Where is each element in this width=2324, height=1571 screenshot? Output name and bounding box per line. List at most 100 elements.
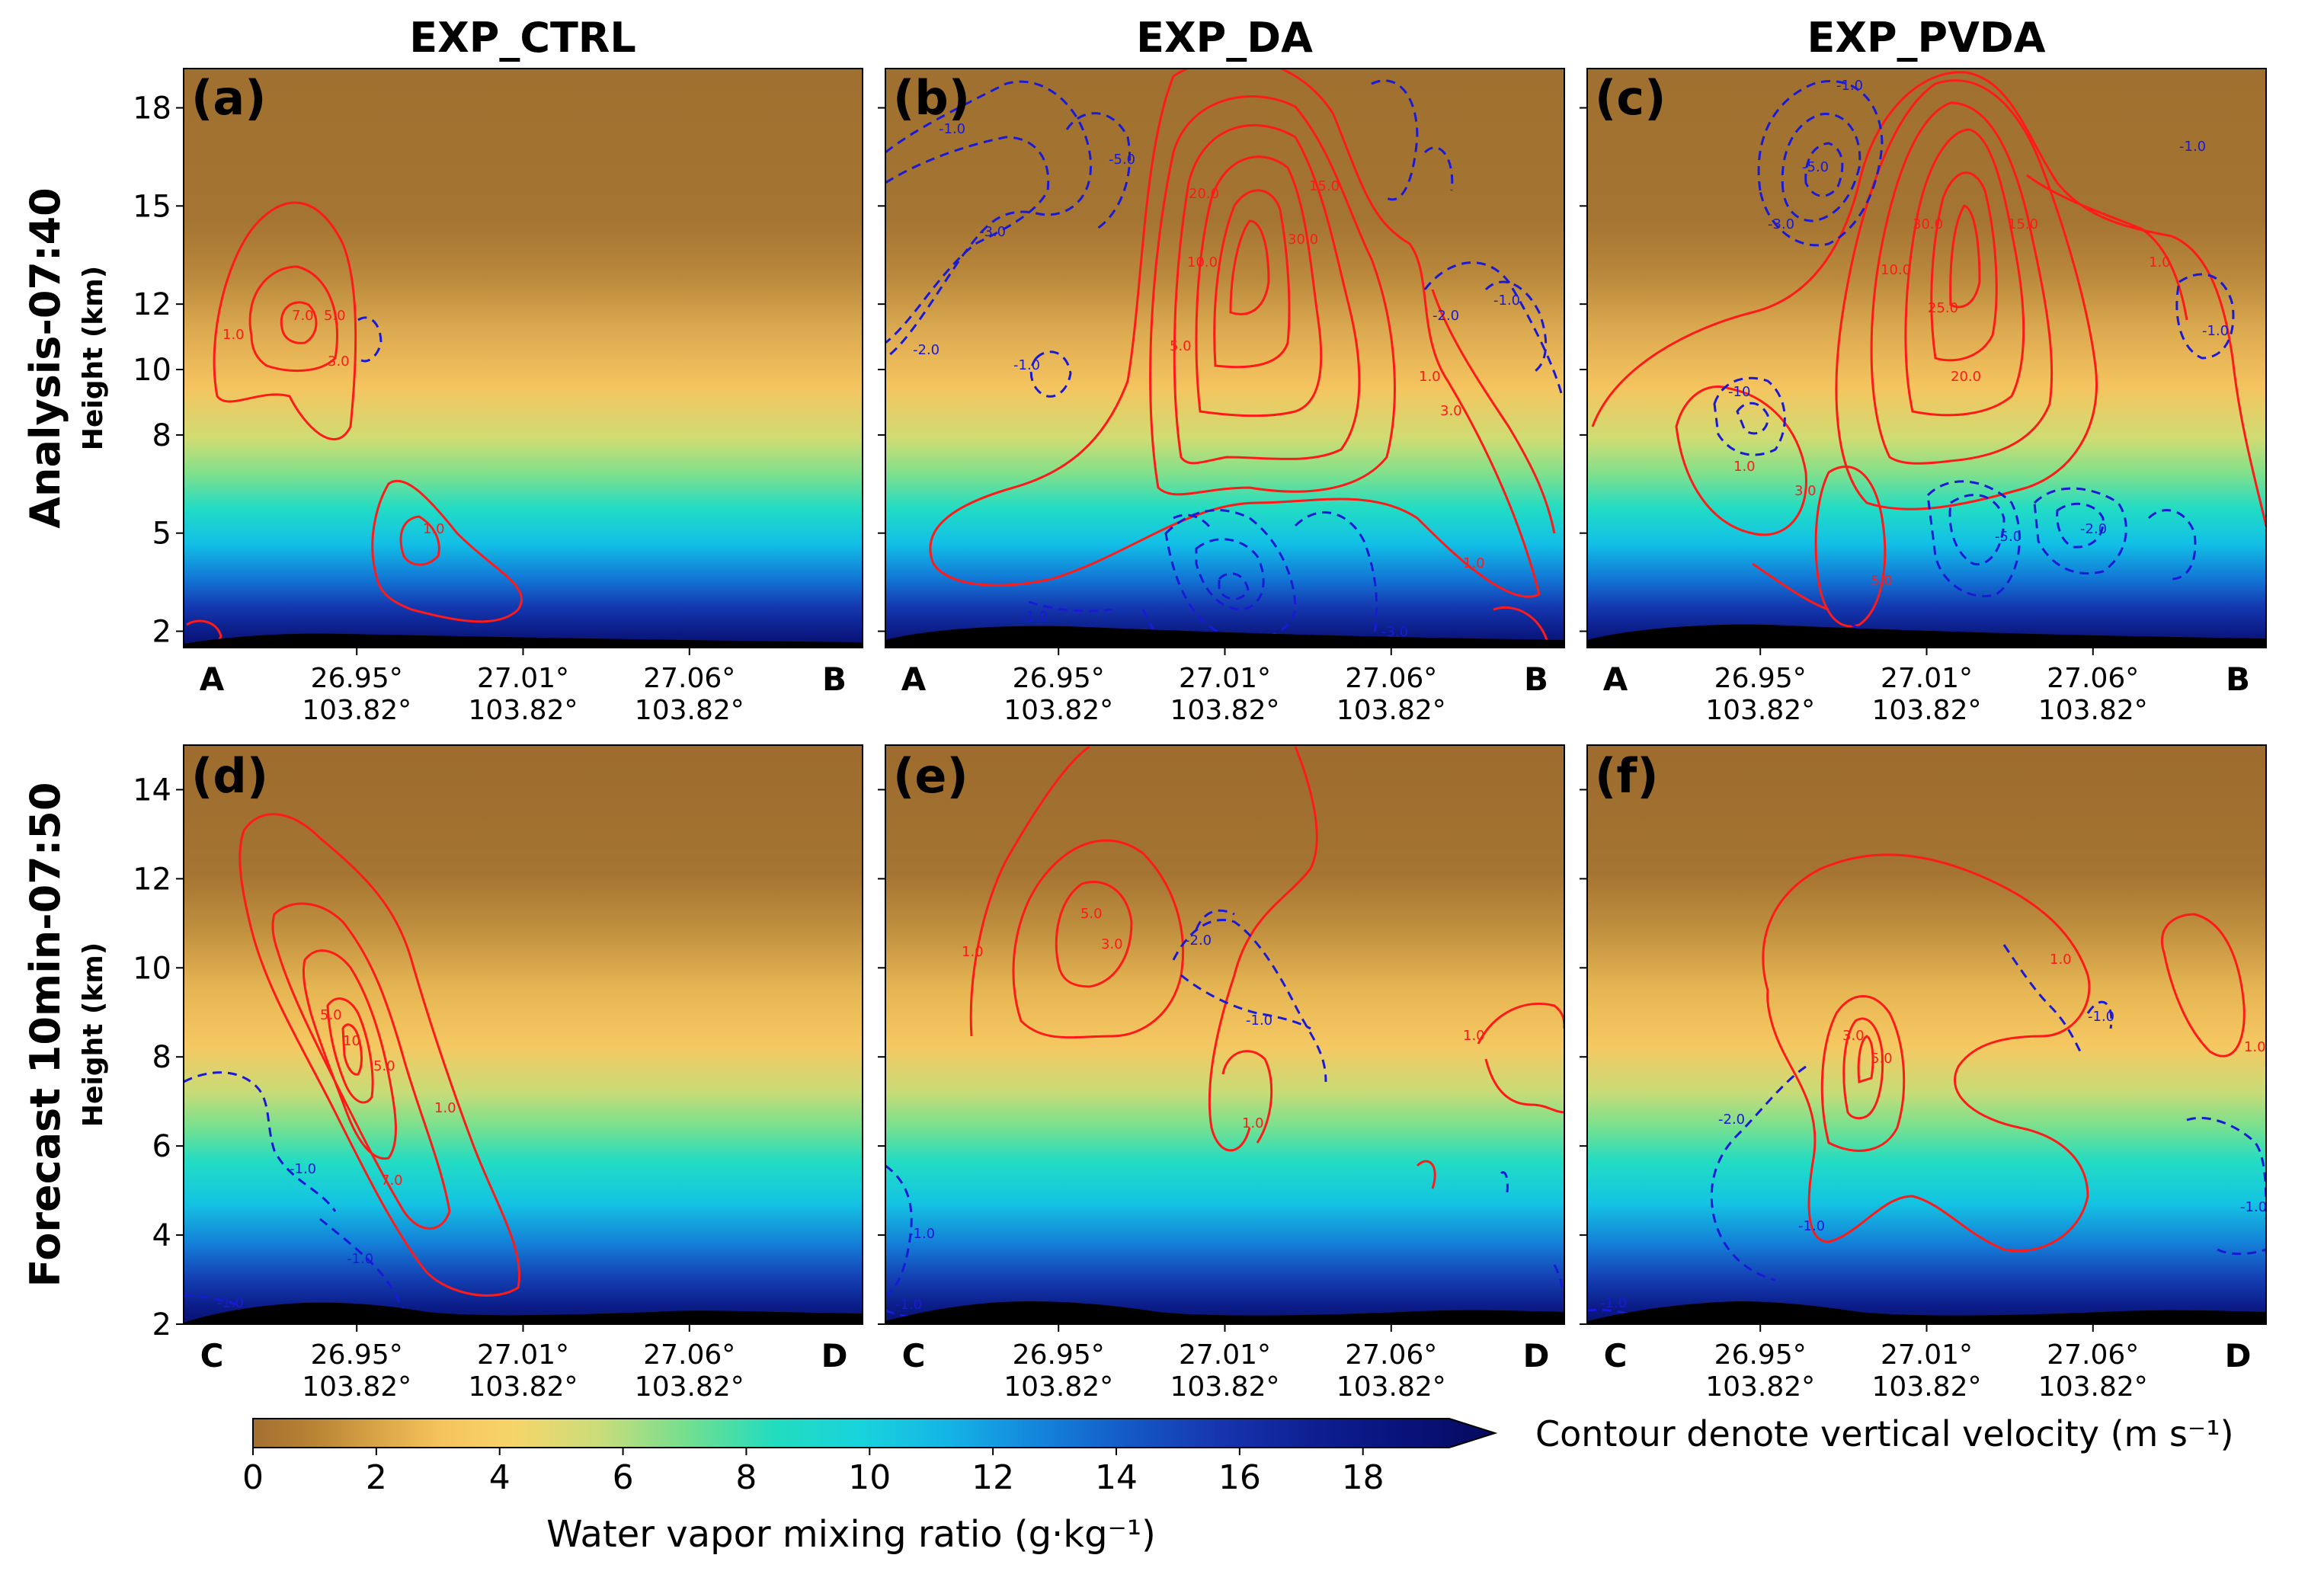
panel-c-contour-label: -3.0: [1768, 216, 1794, 232]
panel-d-ytick-label: 2: [152, 1307, 171, 1342]
panel-b-start-point: A: [901, 661, 927, 698]
panel-d-ytick-label: 10: [133, 951, 171, 986]
panel-f-start-point: C: [1604, 1337, 1628, 1374]
panel-b-contour-label: 30.0: [1288, 232, 1318, 248]
panel-d-ytick-label: 6: [152, 1129, 171, 1164]
panel-d-xtick-lon: 103.82°: [469, 1371, 578, 1403]
panel-f-xtick-lon: 103.82°: [1705, 1371, 1815, 1403]
panel-a-ytick-label: 5: [152, 517, 171, 552]
panel-b-contour-label: -5.0: [1109, 152, 1135, 168]
panel-b-xtick-lon: 103.82°: [1170, 695, 1280, 726]
panel-b-contour-label: -1.0: [1493, 293, 1520, 309]
panel-c-contour-label: 10.0: [1881, 262, 1911, 278]
panel-d-contour-label: -1.0: [290, 1161, 316, 1177]
panel-b-xtick-lat: 27.01°: [1179, 663, 1271, 694]
panel-b-contour-label: 3.0: [1440, 403, 1462, 419]
panel-a-contour-label: 5.0: [324, 308, 346, 324]
panel-d-xtick-lon: 103.82°: [302, 1371, 411, 1403]
panel-f-contour-label: -2.0: [1718, 1112, 1745, 1128]
panel-f: 3.0 5.0 1.0 1.0 -2.0 -1.0 -1.0 -1.0 -1.0…: [1586, 744, 2267, 1325]
panel-c-end-point: B: [2226, 661, 2250, 698]
panel-label-e: (e): [893, 748, 968, 804]
panel-label-f: (f): [1595, 748, 1659, 804]
colorbar-tick-label: 0: [242, 1458, 264, 1497]
panel-f-xtick-lon: 103.82°: [2038, 1371, 2148, 1403]
panel-c-xtick-lon: 103.82°: [1705, 695, 1815, 726]
panel-a-contour-label: 1.0: [423, 521, 445, 537]
panel-a-contour-label: 7.0: [292, 308, 314, 324]
panel-b-contour-label: -1.0: [939, 121, 965, 137]
panel-b-terrain: [885, 626, 1564, 648]
panel-a-contour-label: 3.0: [328, 354, 350, 370]
panel-c-contour-label: 20.0: [1951, 369, 1981, 385]
panel-a-start-point: A: [200, 661, 225, 698]
colorbar-tick-label: 14: [1095, 1458, 1138, 1497]
panel-e-xtick-lat: 27.06°: [1345, 1339, 1437, 1371]
panel-e-start-point: C: [902, 1337, 926, 1374]
panel-e-field: [885, 745, 1564, 1324]
colorbar-tick-label: 8: [735, 1458, 757, 1497]
panel-c: 30.0 10.0 25.0 20.0 15.0 1.0 1.0 3.0 5.0…: [1586, 68, 2267, 648]
panel-b-xtick-lat: 26.95°: [1013, 663, 1105, 694]
colorbar-tick-label: 12: [972, 1458, 1014, 1497]
panel-c-contour-label: 25.0: [1928, 300, 1958, 316]
panel-b-xtick-lat: 27.06°: [1345, 663, 1437, 694]
panel-e-contour-label: 1.0: [1463, 1028, 1485, 1044]
panel-d-contour-label: -1.0: [347, 1251, 373, 1267]
panel-b-contour-label: -2.0: [913, 342, 940, 358]
colorbar-ticks: 0 2 4 6 8 10 12 14 16 18: [242, 1448, 1384, 1497]
panel-a-xtick-lon: 103.82°: [635, 695, 744, 726]
panel-c-xtick-lat: 27.06°: [2047, 663, 2139, 694]
panel-e-contour-label: -2.0: [1185, 933, 1212, 949]
panel-b-contour-label: 1.0: [1419, 369, 1441, 385]
panel-b-contour-label: -3.0: [1381, 624, 1408, 640]
panel-b-contour-label: 20.0: [1189, 186, 1219, 202]
panel-label-c: (c): [1595, 70, 1666, 126]
panel-d-contour-label: 1.0: [434, 1100, 456, 1116]
panel-b-end-point: B: [1524, 661, 1548, 698]
panel-e-terrain: [885, 1301, 1564, 1324]
panel-a: 1.0 7.0 5.0 3.0 1.0 (a): [183, 68, 863, 648]
panel-f-contour-label: 1.0: [2244, 1039, 2266, 1055]
panel-c-xtick-lat: 26.95°: [1714, 663, 1807, 694]
panel-c-contour-label: -2.0: [2080, 521, 2107, 537]
panel-d-contour-label: 5.0: [320, 1007, 342, 1023]
panel-c-contour-label: -1.0: [1836, 78, 1863, 94]
panel-f-field: [1587, 745, 2266, 1324]
row-subtitle-height-top: Height (km): [78, 266, 109, 450]
panel-d-terrain: [184, 1302, 863, 1324]
panel-a-xtick-lon: 103.82°: [302, 695, 411, 726]
panel-a-contour-label: 1.0: [222, 327, 245, 343]
panel-f-contour-label: 5.0: [1871, 1051, 1893, 1067]
panel-c-start-point: A: [1603, 661, 1628, 698]
panel-b-updraft-contours: [929, 69, 1556, 641]
panel-label-a: (a): [191, 70, 267, 126]
panel-c-xtick-lon: 103.82°: [1872, 695, 1982, 726]
panel-b-contour-label: 1.0: [1463, 555, 1485, 571]
row-subtitle-height-bottom: Height (km): [78, 942, 109, 1127]
panel-c-field: [1587, 69, 2266, 648]
colorbar-title: Water vapor mixing ratio (g·kg⁻¹): [546, 1513, 1156, 1556]
panel-label-b: (b): [893, 70, 970, 126]
axes-layer: 2581012151826.95°103.82°27.01°103.82°27.…: [133, 91, 2251, 1403]
row-title-forecast: Forecast 10min-07:50: [21, 782, 69, 1288]
panel-d-contour-label: -1.0: [217, 1295, 244, 1311]
panel-d-ytick-label: 12: [133, 862, 171, 897]
panel-e-contour-label: 1.0: [1242, 1115, 1264, 1131]
colorbar: 0 2 4 6 8 10 12 14 16 18 Water vapor mixing ratio…: [242, 1418, 1498, 1556]
panel-f-end-point: D: [2225, 1337, 2252, 1374]
panel-b-contour-label: 10.0: [1187, 254, 1218, 270]
panel-b-xtick-lon: 103.82°: [1336, 695, 1446, 726]
panel-a-ytick-label: 15: [133, 189, 171, 224]
colorbar-tick-label: 10: [848, 1458, 891, 1497]
panel-f-contour-label: -1.0: [2240, 1199, 2267, 1215]
panel-f-contour-label: -1.0: [2088, 1009, 2114, 1025]
contour-note: Contour denote vertical velocity (m s⁻¹): [1535, 1413, 2234, 1454]
panel-f-contour-label: -1.0: [1798, 1218, 1825, 1234]
colorbar-bar: [252, 1418, 1498, 1448]
panel-b-contour-label: -1.0: [1021, 609, 1048, 625]
panel-e-contour-label: 1.0: [962, 944, 984, 960]
panel-d-contour-label: 7.0: [381, 1173, 403, 1189]
panel-f-xtick-lat: 27.01°: [1881, 1339, 1973, 1371]
